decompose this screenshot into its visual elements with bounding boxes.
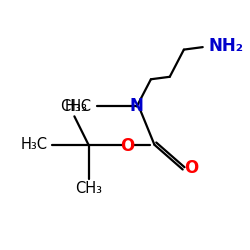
Text: NH₂: NH₂ bbox=[208, 37, 244, 55]
Text: H₃C: H₃C bbox=[65, 99, 92, 114]
Text: CH₃: CH₃ bbox=[60, 99, 87, 114]
Text: H₃C: H₃C bbox=[20, 137, 47, 152]
Text: O: O bbox=[120, 137, 134, 155]
Text: O: O bbox=[184, 159, 199, 177]
Text: CH₃: CH₃ bbox=[75, 180, 102, 196]
Text: N: N bbox=[130, 98, 144, 116]
